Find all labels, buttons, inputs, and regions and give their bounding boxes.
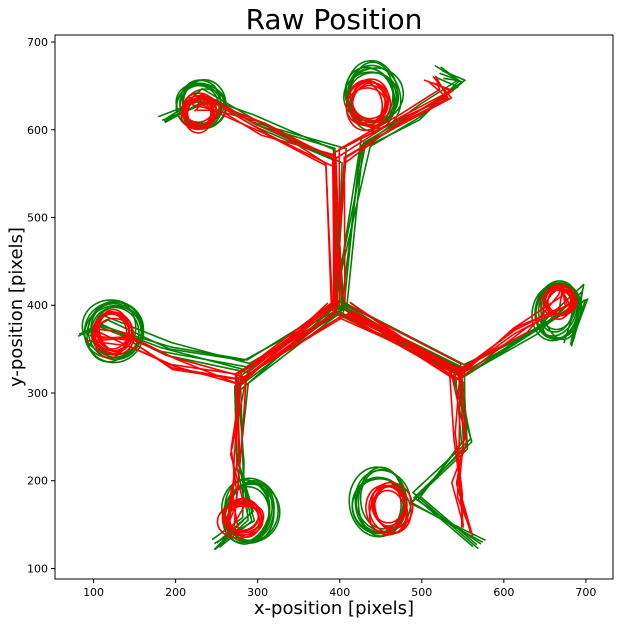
trajectory-loop [351,78,390,123]
trajectory-loop [370,481,414,529]
trajectory-loop [535,281,583,339]
trajectory-path [226,312,337,528]
x-axis-label: x-position [pixels] [254,598,414,619]
y-tick-label: 600 [27,124,48,137]
trajectory-loop [221,482,271,544]
trajectory-loop [83,301,145,364]
x-axis-ticks: 100 200 300 400 500 600 700 [83,579,596,599]
x-tick-label: 100 [83,586,104,599]
trajectory-path [349,291,563,377]
trajectory-loop [221,502,261,537]
y-tick-label: 200 [27,475,48,488]
trajectory-path [333,79,454,313]
trajectory-path [333,66,463,303]
y-axis-label: y-position [pixels] [6,227,27,387]
trajectory-loop [181,92,213,131]
trajectory-loop [91,311,134,355]
x-tick-label: 300 [247,586,268,599]
trajectory-path [343,75,453,306]
trace-series-red [86,75,578,539]
x-tick-label: 400 [329,586,350,599]
trajectory-path [338,81,441,307]
trajectory-loop [543,284,574,315]
y-tick-label: 500 [27,212,48,225]
trajectory-loop [87,302,143,361]
y-tick-label: 700 [27,36,48,49]
trajectory-loop [546,288,573,320]
y-tick-label: 300 [27,387,48,400]
trajectory-loop [374,485,409,533]
trajectory-path [348,305,464,528]
trajectory-path [350,310,468,526]
y-tick-label: 400 [27,299,48,312]
trajectory-path [349,291,567,376]
y-tick-label: 100 [27,562,48,575]
chart-title: Raw Position [246,3,423,36]
trajectory-path [331,72,459,310]
x-tick-label: 500 [411,586,432,599]
y-axis-ticks: 100 200 300 400 500 600 700 [27,36,55,575]
x-tick-label: 600 [493,586,514,599]
trajectory-path [187,95,334,312]
x-tick-label: 200 [165,586,186,599]
trajectory-path [335,77,461,302]
trajectory-traces [77,59,589,551]
trajectory-path [337,316,472,534]
trajectory-loop [184,97,218,127]
x-tick-label: 700 [575,586,596,599]
trajectory-path [93,316,343,381]
trajectory-path [192,104,336,312]
